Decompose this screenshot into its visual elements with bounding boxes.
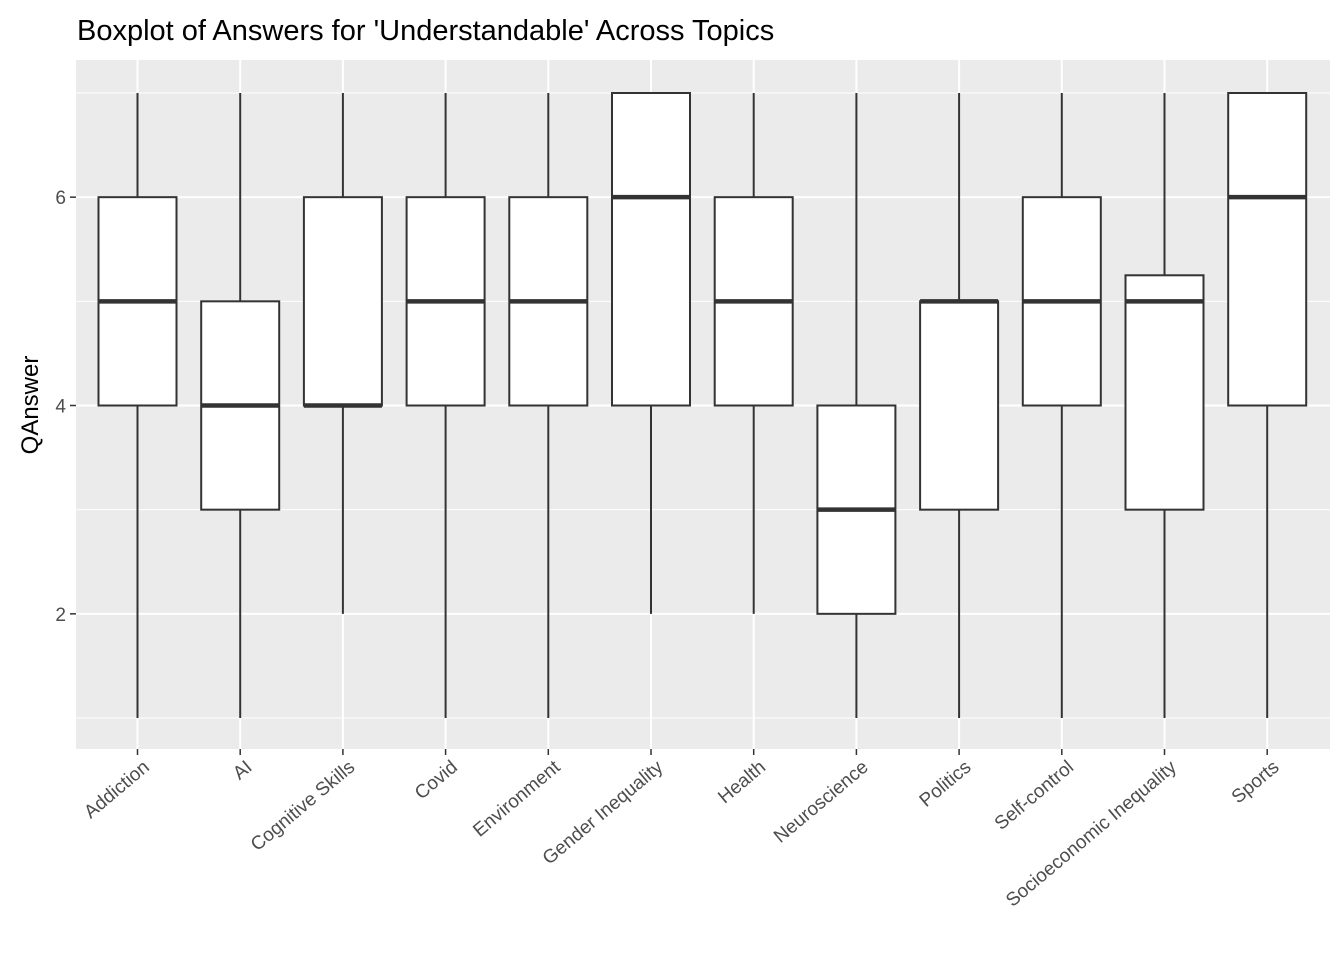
- box-neuroscience: [816, 93, 897, 718]
- y-axis: 2 4 6: [55, 188, 76, 626]
- x-tick-label: Addiction: [80, 757, 153, 823]
- x-tick-label: Sports: [1228, 757, 1284, 808]
- chart-title: Boxplot of Answers for 'Understandable' …: [77, 15, 774, 47]
- box-health: [713, 93, 794, 614]
- y-axis-label: QAnswer: [17, 356, 44, 455]
- box-sports: [1227, 92, 1308, 718]
- box-ai: [200, 93, 281, 718]
- box-politics: [919, 93, 1000, 718]
- box-iqr: [611, 92, 691, 407]
- box-self-control: [1021, 93, 1102, 718]
- x-tick-label: Cognitive Skills: [247, 757, 359, 856]
- x-tick-label: Neuroscience: [770, 757, 872, 848]
- x-tick-label: Politics: [916, 757, 976, 812]
- x-tick-label: Environment: [469, 756, 565, 841]
- box-addiction: [97, 93, 178, 718]
- x-tick-label: Health: [714, 757, 770, 808]
- box-socioeconomic-inequality: [1124, 93, 1205, 718]
- box-iqr: [1227, 92, 1308, 407]
- box-covid: [405, 93, 486, 718]
- x-tick-label: AI: [229, 757, 256, 785]
- x-tick-label: Self-control: [991, 757, 1078, 835]
- box-iqr: [302, 196, 383, 407]
- box-environment: [508, 93, 589, 718]
- box-gender-inequality: [611, 92, 691, 614]
- y-tick-label: 2: [55, 605, 66, 626]
- box-iqr: [919, 300, 1000, 511]
- box-cognitive-skills: [302, 93, 383, 614]
- x-tick-label: Socioeconomic Inequality: [1002, 756, 1181, 911]
- x-tick-label: Covid: [411, 757, 462, 804]
- boxes: [97, 92, 1308, 718]
- y-tick-label: 4: [55, 397, 66, 418]
- box-iqr: [1124, 274, 1205, 511]
- y-tick-label: 6: [55, 188, 66, 209]
